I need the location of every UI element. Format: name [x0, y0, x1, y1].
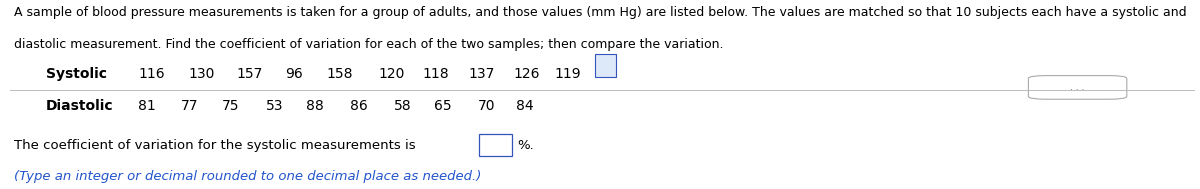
Text: The coefficient of variation for the systolic measurements is: The coefficient of variation for the sys… — [14, 139, 416, 152]
Text: 88: 88 — [306, 99, 324, 113]
Text: 58: 58 — [394, 99, 412, 113]
Text: Diastolic: Diastolic — [46, 99, 113, 113]
Text: 116: 116 — [138, 67, 164, 81]
Text: 86: 86 — [350, 99, 368, 113]
Text: 157: 157 — [236, 67, 263, 81]
Text: 77: 77 — [181, 99, 199, 113]
Text: 118: 118 — [422, 67, 449, 81]
Text: 119: 119 — [554, 67, 581, 81]
Text: 126: 126 — [514, 67, 540, 81]
Text: 158: 158 — [326, 67, 353, 81]
Text: 75: 75 — [222, 99, 240, 113]
Text: 65: 65 — [434, 99, 452, 113]
Text: 81: 81 — [138, 99, 156, 113]
Text: diastolic measurement. Find the coefficient of variation for each of the two sam: diastolic measurement. Find the coeffici… — [14, 38, 724, 51]
Text: (Type an integer or decimal rounded to one decimal place as needed.): (Type an integer or decimal rounded to o… — [14, 170, 481, 183]
Text: 53: 53 — [266, 99, 284, 113]
Text: %.: %. — [517, 139, 534, 152]
Text: A sample of blood pressure measurements is taken for a group of adults, and thos: A sample of blood pressure measurements … — [14, 6, 1187, 19]
Text: 137: 137 — [468, 67, 494, 81]
Text: Systolic: Systolic — [46, 67, 107, 81]
Text: 120: 120 — [378, 67, 404, 81]
Text: 96: 96 — [286, 67, 304, 81]
Text: 130: 130 — [188, 67, 215, 81]
Text: 70: 70 — [478, 99, 496, 113]
Text: . . .: . . . — [1070, 83, 1085, 92]
Text: 84: 84 — [516, 99, 534, 113]
